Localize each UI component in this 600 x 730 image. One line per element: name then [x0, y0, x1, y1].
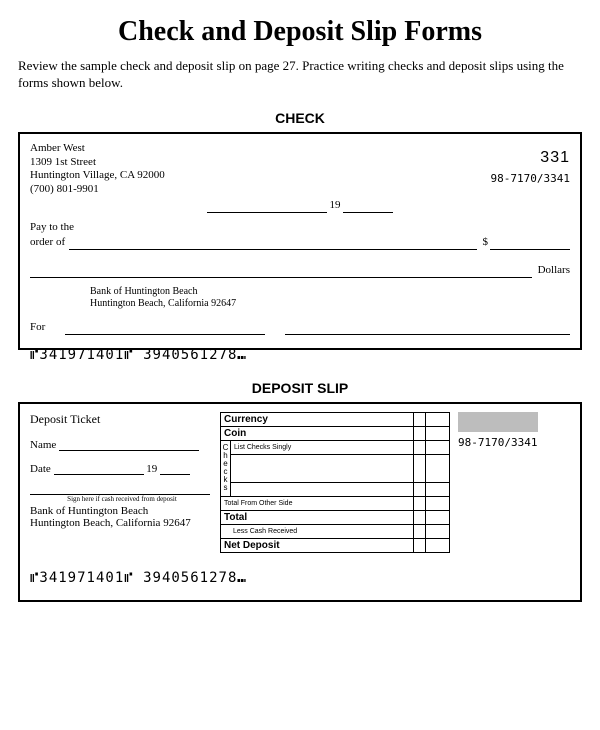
- slip-table: Currency Coin Checks List Checks Singly: [220, 412, 450, 558]
- list-hint: List Checks Singly: [231, 440, 414, 454]
- check-heading: CHECK: [18, 110, 582, 126]
- less-cash-dollars-field[interactable]: [414, 524, 426, 538]
- slip-right-panel: 98-7170/3341: [450, 412, 570, 558]
- row-less-cash: Less Cash Received: [221, 524, 450, 538]
- dollars-word: Dollars: [532, 264, 570, 278]
- net-cents-field[interactable]: [426, 538, 450, 552]
- currency-dollars-field[interactable]: [414, 412, 426, 426]
- coin-cents-field[interactable]: [426, 426, 450, 440]
- row-check-2: [221, 454, 450, 482]
- row-total-other: Total From Other Side: [221, 496, 450, 510]
- row-net: Net Deposit: [221, 538, 450, 552]
- check2-dollars-field[interactable]: [414, 454, 426, 482]
- dollar-sign: $: [477, 236, 491, 250]
- bank-line1: Bank of Huntington Beach: [90, 286, 570, 299]
- ticket-label: Deposit Ticket: [30, 412, 214, 427]
- signature-field[interactable]: [30, 483, 210, 495]
- net-label: Net Deposit: [221, 538, 414, 552]
- total-other-label: Total From Other Side: [221, 496, 414, 510]
- micr-line: ⑈341971401⑈ 3940561278⑉: [30, 347, 570, 365]
- bank-address: Bank of Huntington Beach Huntington Beac…: [90, 286, 570, 311]
- payee-field[interactable]: [69, 238, 476, 250]
- check3-label-field[interactable]: [231, 482, 414, 496]
- slip-date-field[interactable]: [54, 463, 144, 475]
- holder-name: Amber West: [30, 142, 165, 156]
- check-form: Amber West 1309 1st Street Huntington Vi…: [18, 132, 582, 350]
- slip-year-field[interactable]: [160, 463, 190, 475]
- memo-field[interactable]: [65, 323, 265, 335]
- slip-left-panel: Deposit Ticket Name Date 19 Sign here if…: [30, 412, 220, 558]
- check2-label-field[interactable]: [231, 454, 414, 482]
- row-currency: Currency: [221, 412, 450, 426]
- slip-bank-line2: Huntington Beach, California 92647: [30, 517, 214, 529]
- for-label: For: [30, 321, 45, 335]
- holder-phone: (700) 801-9901: [30, 183, 165, 197]
- slip-micr-line: ⑈341971401⑈ 3940561278⑉: [30, 570, 570, 586]
- century-prefix: 19: [330, 199, 341, 211]
- deposit-slip-form: Deposit Ticket Name Date 19 Sign here if…: [18, 402, 582, 602]
- slip-heading: DEPOSIT SLIP: [18, 380, 582, 396]
- row-check-3: [221, 482, 450, 496]
- holder-addr1: 1309 1st Street: [30, 156, 165, 170]
- check3-dollars-field[interactable]: [414, 482, 426, 496]
- amount-words-field[interactable]: [30, 266, 532, 278]
- date-line: 19: [30, 199, 570, 213]
- less-cash-cents-field[interactable]: [426, 524, 450, 538]
- holder-addr2: Huntington Village, CA 92000: [30, 169, 165, 183]
- slip-route-note: 98-7170/3341: [458, 436, 570, 449]
- total-other-cents-field[interactable]: [426, 496, 450, 510]
- pay-to-label-2: order of: [30, 236, 69, 250]
- check-number-block: 331 98-7170/3341: [491, 142, 570, 197]
- check1-cents-field[interactable]: [426, 440, 450, 454]
- check3-cents-field[interactable]: [426, 482, 450, 496]
- gray-box-icon: [458, 412, 538, 432]
- date-label: Date: [30, 463, 51, 475]
- total-other-dollars-field[interactable]: [414, 496, 426, 510]
- row-total: Total: [221, 510, 450, 524]
- check2-cents-field[interactable]: [426, 454, 450, 482]
- bank-line2: Huntington Beach, California 92647: [90, 298, 570, 311]
- less-cash-label: Less Cash Received: [221, 524, 414, 538]
- total-dollars-field[interactable]: [414, 510, 426, 524]
- intro-text: Review the sample check and deposit slip…: [18, 58, 582, 92]
- total-cents-field[interactable]: [426, 510, 450, 524]
- account-holder-block: Amber West 1309 1st Street Huntington Vi…: [30, 142, 165, 197]
- amount-numeric-field[interactable]: [490, 238, 570, 250]
- check-number: 331: [491, 148, 570, 168]
- slip-bank-line1: Bank of Huntington Beach: [30, 505, 214, 517]
- page-title: Check and Deposit Slip Forms: [18, 16, 582, 48]
- name-label: Name: [30, 439, 56, 451]
- slip-century-prefix: 19: [146, 463, 157, 475]
- date-year-field[interactable]: [343, 201, 393, 213]
- coin-label: Coin: [221, 426, 414, 440]
- pay-to-label-1: Pay to the: [30, 221, 570, 235]
- name-field[interactable]: [59, 439, 199, 451]
- signature-field[interactable]: [285, 323, 570, 335]
- check1-dollars-field[interactable]: [414, 440, 426, 454]
- coin-dollars-field[interactable]: [414, 426, 426, 440]
- checks-vertical-label: Checks: [221, 440, 231, 496]
- total-label: Total: [221, 510, 414, 524]
- sign-note: Sign here if cash received from deposit: [30, 495, 214, 503]
- row-check-1: Checks List Checks Singly: [221, 440, 450, 454]
- date-month-day-field[interactable]: [207, 201, 327, 213]
- currency-label: Currency: [221, 412, 414, 426]
- currency-cents-field[interactable]: [426, 412, 450, 426]
- row-coin: Coin: [221, 426, 450, 440]
- net-dollars-field[interactable]: [414, 538, 426, 552]
- route-note: 98-7170/3341: [491, 172, 570, 186]
